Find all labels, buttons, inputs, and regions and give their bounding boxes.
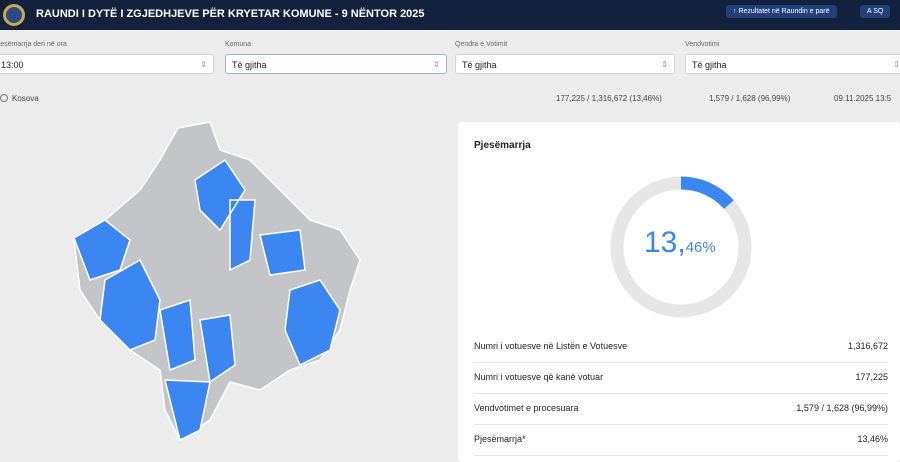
filter-label: Komuna — [225, 41, 252, 48]
pin-icon — [0, 94, 8, 102]
donut — [610, 176, 752, 318]
filter-label: Qendra e Votimit — [455, 41, 508, 48]
map — [73, 121, 361, 442]
filter-select[interactable]: Të gjitha — [225, 54, 447, 75]
logo — [3, 4, 25, 26]
table-row: Pjesëmarrja* 13,46% — [474, 424, 888, 456]
location: Kosova — [12, 94, 39, 103]
row-value: 1,316,672 — [847, 341, 888, 351]
table-row: Numri i votuesve që kanë votuar 177,225 — [474, 362, 888, 394]
row-value: 177,225 — [855, 372, 888, 382]
language-text: SQ — [873, 8, 884, 15]
language-button[interactable]: A SQ — [860, 5, 891, 18]
row-label: Numri i votuesve që kanë votuar — [474, 372, 604, 382]
participation-card: Pjesëmarrja 13,46% — [458, 122, 900, 462]
card-title: Pjesëmarrja — [474, 140, 531, 151]
donut-label: 13,46% — [644, 226, 716, 260]
header: RAUNDI I DYTË I ZGJEDHJEVE PËR KRYETAR K… — [0, 0, 900, 30]
filter-select[interactable]: 13:00 — [0, 54, 214, 75]
first-round-button[interactable]: ↑ Rezultatet në Raundin e parë — [726, 5, 837, 18]
stations-stat: 1,579 / 1,628 (96,99%) — [709, 94, 791, 103]
header-title: RAUNDI I DYTË I ZGJEDHJEVE PËR KRYETAR K… — [36, 8, 425, 20]
row-label: Pjesëmarrja* — [474, 434, 526, 444]
donut-integer: 13, — [644, 226, 686, 259]
filter-select[interactable]: Të gjitha — [685, 54, 900, 75]
filter-label: Pjesëmarrja deri në ora — [0, 41, 67, 48]
button-text: Rezultatet në Raundin e parë — [738, 8, 830, 15]
updated-stat: 09.11.2025 13:5 — [834, 94, 892, 103]
row-label: Numri i votuesve në Listën e Votuesve — [474, 341, 628, 351]
table-row: Vendvotimet e procesuara 1,579 / 1,628 (9… — [474, 393, 888, 425]
table-row: Numri i votuesve në Listën e Votuesve 1,3… — [474, 331, 888, 363]
row-value: 13,46% — [857, 434, 888, 444]
donut-arc — [680, 176, 734, 210]
donut-decimal: 46% — [685, 239, 716, 256]
filter-select[interactable]: Të gjitha — [455, 54, 675, 75]
voters-stat: 177,225 / 1,316,672 (13,46%) — [556, 94, 662, 103]
filter-label: Vendvotimi — [685, 41, 720, 48]
row-value: 1,579 / 1,628 (96,99%) — [796, 403, 888, 413]
row-label: Vendvotimet e procesuara — [474, 403, 579, 413]
